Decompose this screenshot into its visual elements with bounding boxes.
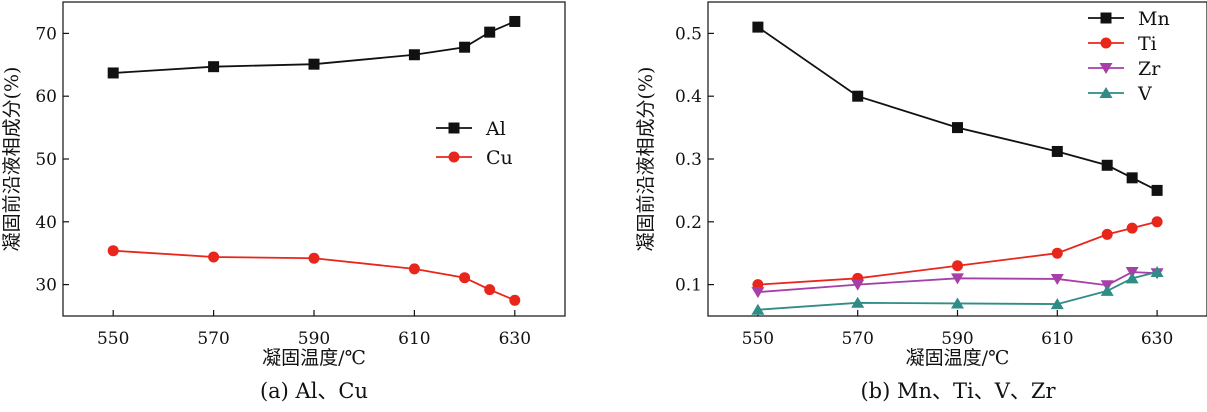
data-point: [951, 297, 964, 309]
legend-label: Al: [485, 118, 506, 140]
data-point: [1150, 266, 1164, 278]
data-point: [408, 49, 420, 61]
data-point: [484, 26, 496, 38]
data-point: [308, 252, 320, 264]
chart-panel-b: 550 570 590 610 630 0.1 0.2 0.3 0.4 0.5 凝固温度/℃ 凝固前沿…: [635, 1, 1207, 403]
y-axis-label: 凝固前沿液相成分(%): [635, 67, 657, 252]
legend-marker: [1099, 63, 1113, 74]
legend-label: V: [1137, 83, 1152, 105]
x-tick-label: 630: [499, 329, 531, 349]
x-tick-label: 590: [298, 329, 330, 349]
y-tick-label: 0.2: [675, 213, 702, 233]
y-tick-label: 0.4: [675, 87, 702, 107]
data-point: [1151, 184, 1163, 196]
legend-marker: [448, 151, 460, 163]
data-point: [509, 294, 521, 306]
x-tick-label: 630: [1141, 329, 1173, 349]
x-tick-label: 610: [398, 329, 430, 349]
legend-marker: [448, 122, 460, 134]
series-Al: [107, 15, 521, 79]
x-tick-label: 570: [197, 329, 229, 349]
data-point: [1126, 222, 1138, 234]
x-tick-label: 590: [941, 329, 973, 349]
data-point: [459, 272, 471, 284]
y-tick-label: 0.5: [675, 24, 702, 44]
series-Zr: [751, 267, 1164, 299]
x-axis-label: 凝固温度/℃: [906, 347, 1010, 369]
series-Mn: [752, 21, 1163, 196]
data-point: [107, 245, 119, 257]
data-point: [484, 284, 496, 296]
data-point: [851, 279, 865, 291]
panel-caption: (a) Al、Cu: [260, 379, 368, 403]
data-point: [1101, 159, 1113, 171]
legend: Mn Ti Zr V: [1088, 8, 1170, 105]
data-point: [1151, 216, 1163, 228]
data-point: [208, 251, 220, 263]
legend-marker: [1100, 12, 1112, 24]
data-point: [851, 296, 865, 308]
data-point: [751, 287, 765, 299]
data-point: [1050, 298, 1064, 310]
series-line: [757, 26, 1158, 192]
legend-label: Zr: [1138, 58, 1161, 80]
data-point: [951, 273, 964, 285]
legend-marker: [1099, 87, 1113, 98]
y-tick-label: 30: [35, 276, 57, 296]
data-point: [459, 41, 471, 53]
y-tick-label: 40: [35, 213, 57, 233]
y-tick-label: 0.1: [675, 276, 702, 296]
data-point: [208, 61, 220, 73]
legend-label: Ti: [1138, 33, 1157, 55]
legend-marker: [1100, 37, 1112, 49]
data-point: [1100, 284, 1114, 296]
data-point: [952, 122, 963, 134]
y-tick-label: 70: [35, 24, 57, 44]
legend: Al Cu: [436, 118, 513, 169]
series-Cu: [107, 245, 521, 306]
y-tick-label: 0.3: [675, 150, 702, 170]
panel-caption: (b) Mn、Ti、V、Zr: [860, 379, 1056, 403]
data-point: [1051, 145, 1063, 157]
data-point: [852, 90, 864, 102]
x-axis-label: 凝固温度/℃: [262, 347, 366, 369]
x-tick-label: 610: [1041, 329, 1073, 349]
data-point: [509, 15, 521, 27]
legend-label: Mn: [1138, 8, 1170, 30]
x-tick-label: 550: [97, 329, 129, 349]
chart-panel-a: 550 570 590 610 630 30 40 50 60 70 凝固温度/℃ 凝固前沿液相成分(…: [1, 1, 566, 403]
data-point: [1101, 228, 1113, 240]
data-point: [308, 58, 320, 70]
y-tick-label: 50: [35, 150, 57, 170]
data-point: [107, 67, 119, 79]
data-point: [1050, 273, 1064, 285]
data-point: [1125, 272, 1139, 284]
data-point: [752, 21, 764, 33]
y-tick-label: 60: [35, 87, 57, 107]
x-tick-label: 570: [841, 329, 873, 349]
data-point: [952, 260, 963, 272]
legend-label: Cu: [486, 147, 513, 169]
data-point: [751, 303, 765, 315]
y-axis-label: 凝固前沿液相成分(%): [1, 67, 23, 252]
data-point: [408, 263, 420, 275]
data-point: [1051, 247, 1063, 259]
series-V: [751, 266, 1164, 315]
data-point: [1126, 172, 1138, 184]
x-tick-label: 550: [742, 329, 774, 349]
